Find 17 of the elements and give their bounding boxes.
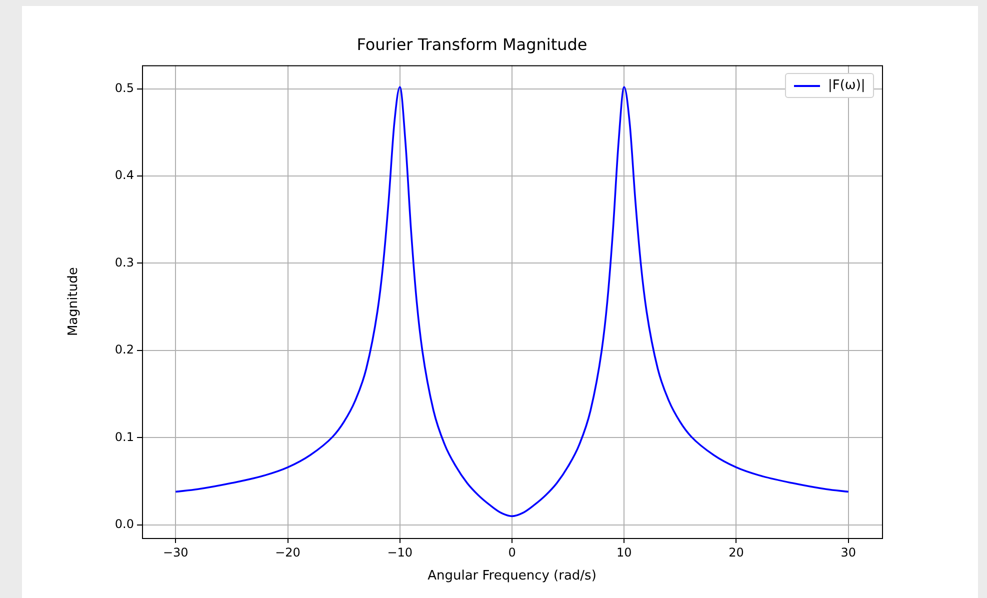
- x-tick-label: 30: [840, 545, 856, 560]
- y-tick-label: 0.3: [114, 255, 134, 270]
- legend-label: |F(ω)|: [828, 78, 866, 94]
- x-tick-label: −10: [387, 545, 413, 560]
- y-tick-label: 0.2: [114, 342, 134, 357]
- y-tick-label: 0.4: [114, 168, 134, 182]
- x-tick-label: −20: [275, 545, 300, 560]
- y-tick-label: 0.1: [114, 430, 134, 444]
- x-axis-title: Angular Frequency (rad/s): [428, 568, 596, 584]
- chart-title: Fourier Transform Magnitude: [356, 34, 588, 54]
- y-axis-title: Magnitude: [66, 267, 82, 336]
- x-tick-label: 20: [728, 545, 744, 560]
- y-tick-label: 0.5: [114, 80, 134, 95]
- x-tick-label: 0: [508, 545, 516, 560]
- y-tick-label: 0.0: [114, 517, 134, 532]
- x-tick-label: 10: [616, 545, 632, 560]
- x-tick-label: −30: [162, 545, 188, 560]
